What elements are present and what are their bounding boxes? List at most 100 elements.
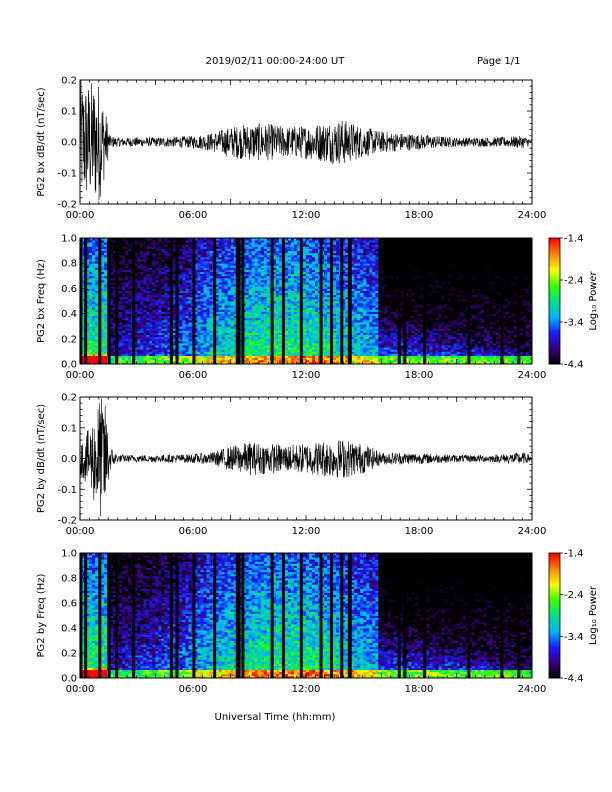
waveform-trace [79,398,533,517]
x-tick-label: 06:00 [179,526,208,537]
data-dropout-bar [235,238,239,364]
colorbar-tick-label: -3.4 [564,632,584,643]
data-dropout-bar [517,238,521,364]
data-dropout-bar [281,553,285,678]
y-tick-label: 0.0 [61,454,77,465]
y-axis-title: PG2 by Freq (Hz) [36,573,47,657]
page-title: 2019/02/11 00:00-24:00 UT [206,56,346,67]
spectrogram-cells [80,553,533,679]
y-tick-label: 0.6 [61,284,77,295]
y-tick-label: -0.1 [57,485,77,496]
data-dropout-bar [403,553,407,678]
data-dropout-bar [270,553,274,678]
y-tick-label: 0.6 [61,599,77,610]
data-dropout-bar [467,553,471,678]
y-tick-label: -0.1 [57,169,77,180]
y-tick-label: 0.2 [61,393,77,404]
panel-1 [79,79,533,205]
x-tick-label: 12:00 [292,210,321,221]
panel-2 [79,237,563,365]
data-dropout-bar [423,238,427,364]
x-tick-label: 12:00 [292,684,321,695]
data-dropout-bar [397,553,401,678]
x-tick-label: 00:00 [66,210,95,221]
y-tick-label: 0.0 [61,138,77,149]
data-dropout-bar [115,553,119,678]
data-dropout-bar [84,238,88,364]
data-dropout-bar [467,238,471,364]
data-dropout-bar [299,238,303,364]
data-dropout-bar [132,553,136,678]
data-dropout-bar [329,238,333,364]
y-tick-label: 0.0 [61,674,77,685]
x-axis-title: Universal Time (hh:mm) [215,712,336,723]
colorbar-tick-label: -2.4 [564,590,584,601]
x-tick-label: 24:00 [518,526,547,537]
data-dropout-bar [98,238,102,364]
data-dropout-bar [235,553,239,678]
data-dropout-bar [340,553,344,678]
spectrogram-cells [80,238,533,365]
data-dropout-bar [299,553,303,678]
data-dropout-bar [213,238,217,364]
data-dropout-bar [115,238,119,364]
data-dropout-bar [213,553,217,678]
data-dropout-bar [348,553,352,678]
y-tick-label: 0.2 [61,334,77,345]
x-tick-label: 06:00 [179,684,208,695]
x-tick-label: 18:00 [405,210,434,221]
colorbar-tick-label: -3.4 [564,318,584,329]
colorbar-tick-label: -1.4 [564,234,584,245]
y-tick-label: 0.2 [61,649,77,660]
x-tick-label: 18:00 [405,684,434,695]
y-tick-label: 0.0 [61,360,77,371]
data-dropout-bar [329,553,333,678]
x-tick-label: 24:00 [518,684,547,695]
y-tick-label: 0.2 [61,76,77,87]
colorbar-tick-label: -4.4 [564,360,584,371]
x-tick-label: 00:00 [66,370,95,381]
x-tick-label: 00:00 [66,526,95,537]
data-dropout-bar [175,553,179,678]
data-dropout-bar [241,553,245,678]
data-dropout-bar [169,238,173,364]
data-dropout-bar [79,238,83,364]
y-tick-label: -0.2 [57,200,77,211]
data-dropout-bar [98,553,102,678]
colorbar-tick-label: -2.4 [564,276,584,287]
data-dropout-bar [403,238,407,364]
data-dropout-bar [319,238,323,364]
data-dropout-bar [517,553,521,678]
colorbar [548,237,563,365]
y-tick-label: 1.0 [61,234,77,245]
y-axis-title: PG2 by dB/dt (nT/sec) [36,404,47,513]
y-tick-label: 1.0 [61,549,77,560]
data-dropout-bar [270,238,274,364]
x-tick-label: 18:00 [405,526,434,537]
data-dropout-bar [169,553,173,678]
y-axis-title: PG2 bx Freq (Hz) [36,259,47,343]
data-dropout-bar [84,553,88,678]
colorbar [548,552,563,679]
x-tick-label: 06:00 [179,370,208,381]
x-tick-label: 12:00 [292,370,321,381]
colorbar-tick-label: -4.4 [564,674,584,685]
x-tick-label: 06:00 [179,210,208,221]
y-axis-title: PG2 bx dB/dt (nT/sec) [36,87,47,196]
data-dropout-bar [107,238,111,364]
data-dropout-bar [79,553,83,678]
panel-3 [79,396,533,521]
data-dropout-bar [132,238,136,364]
data-dropout-bar [500,553,504,678]
page-number: Page 1/1 [477,56,520,67]
x-tick-label: 24:00 [518,210,547,221]
data-dropout-bar [192,238,196,364]
y-tick-label: -0.2 [57,516,77,527]
data-dropout-bar [397,238,401,364]
y-tick-label: 0.8 [61,574,77,585]
data-dropout-bar [500,238,504,364]
data-dropout-bar [319,553,323,678]
x-tick-label: 18:00 [405,370,434,381]
y-tick-label: 0.8 [61,259,77,270]
